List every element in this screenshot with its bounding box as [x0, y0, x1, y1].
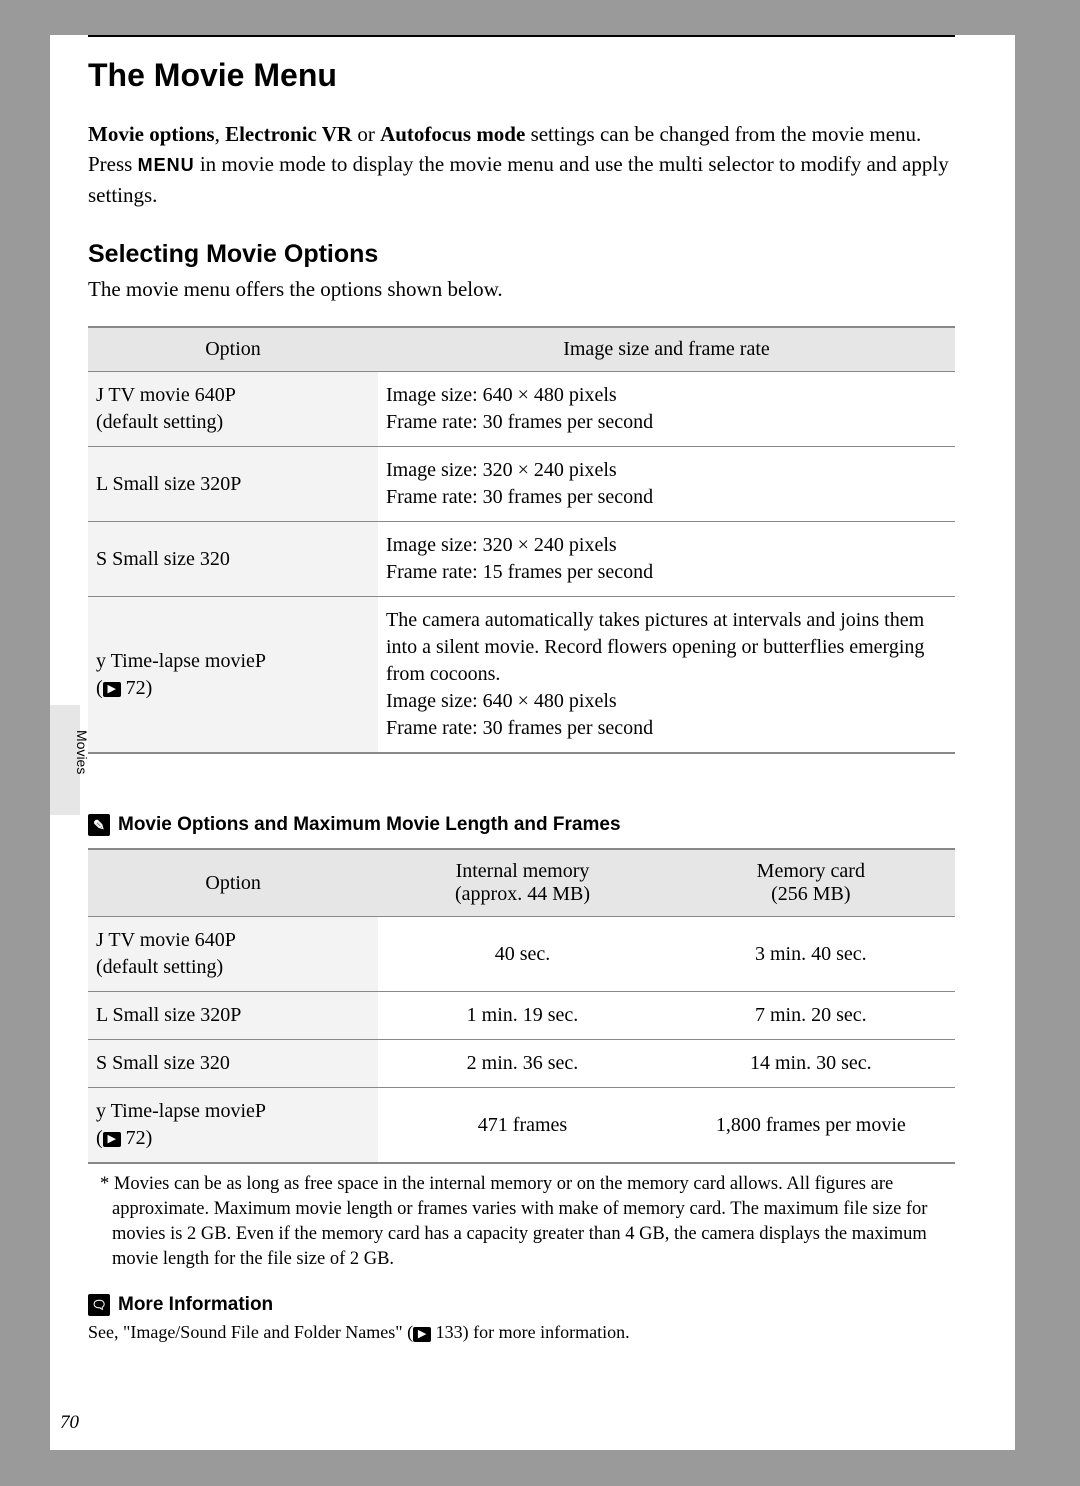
more-info-heading-text: More Information	[118, 1294, 273, 1316]
options-table-1: OptionImage size and frame rateJ TV movi…	[88, 326, 955, 754]
value-cell: 7 min. 20 sec.	[667, 992, 955, 1040]
table-header: Internal memory(approx. 44 MB)	[378, 849, 666, 917]
intro-rest-b: in movie mode to display the movie menu …	[88, 152, 949, 206]
table-row: J TV movie 640P(default setting)40 sec.3…	[88, 917, 955, 992]
intro-sep1: ,	[215, 122, 226, 146]
more-info-b: ) for more information.	[463, 1322, 630, 1342]
side-label: Movies	[74, 730, 90, 774]
table-row: S Small size 320Image size: 320 × 240 pi…	[88, 522, 955, 597]
intro-paragraph: Movie options, Electronic VR or Autofocu…	[88, 119, 955, 210]
value-cell: 1,800 frames per movie	[667, 1088, 955, 1164]
value-cell: 1 min. 19 sec.	[378, 992, 666, 1040]
desc-cell: Image size: 640 × 480 pixelsFrame rate: …	[378, 372, 955, 447]
intro-bold-2: Electronic VR	[225, 122, 352, 146]
value-cell: 2 min. 36 sec.	[378, 1040, 666, 1088]
ref-icon: ▶	[413, 1327, 431, 1342]
header-rule	[88, 35, 955, 57]
note-heading-text: Movie Options and Maximum Movie Length a…	[118, 814, 621, 836]
table-row: y Time-lapse movieP(▶ 72)The camera auto…	[88, 597, 955, 754]
table-header: Image size and frame rate	[378, 327, 955, 372]
footnote: * Movies can be as long as free space in…	[100, 1172, 955, 1272]
option-cell: J TV movie 640P(default setting)	[88, 917, 378, 992]
desc-cell: Image size: 320 × 240 pixelsFrame rate: …	[378, 522, 955, 597]
option-cell: J TV movie 640P(default setting)	[88, 372, 378, 447]
table-row: S Small size 3202 min. 36 sec.14 min. 30…	[88, 1040, 955, 1088]
value-cell: 471 frames	[378, 1088, 666, 1164]
option-cell: S Small size 320	[88, 1040, 378, 1088]
desc-cell: The camera automatically takes pictures …	[378, 597, 955, 754]
intro-bold-3: Autofocus mode	[380, 122, 525, 146]
more-info-ref: 133	[436, 1322, 463, 1342]
page-title: The Movie Menu	[88, 57, 955, 94]
section-subintro: The movie menu offers the options shown …	[88, 277, 955, 302]
menu-keyword: MENU	[138, 155, 195, 175]
pencil-icon: ✎	[88, 814, 110, 836]
intro-sep2: or	[352, 122, 380, 146]
option-cell: y Time-lapse movieP(▶ 72)	[88, 1088, 378, 1164]
value-cell: 3 min. 40 sec.	[667, 917, 955, 992]
options-table-2: OptionInternal memory(approx. 44 MB)Memo…	[88, 848, 955, 1164]
speech-icon: 🗨	[88, 1294, 110, 1316]
table-row: L Small size 320PImage size: 320 × 240 p…	[88, 447, 955, 522]
note-heading: ✎ Movie Options and Maximum Movie Length…	[88, 814, 955, 836]
more-info-a: See, "Image/Sound File and Folder Names"…	[88, 1322, 413, 1342]
more-info-heading: 🗨 More Information	[88, 1294, 955, 1316]
table-header: Option	[88, 327, 378, 372]
option-cell: L Small size 320P	[88, 992, 378, 1040]
intro-bold-1: Movie options	[88, 122, 215, 146]
value-cell: 40 sec.	[378, 917, 666, 992]
table-header: Memory card(256 MB)	[667, 849, 955, 917]
more-info-text: See, "Image/Sound File and Folder Names"…	[88, 1322, 955, 1343]
table-row: y Time-lapse movieP(▶ 72)471 frames1,800…	[88, 1088, 955, 1164]
section-subtitle: Selecting Movie Options	[88, 240, 955, 269]
table-row: J TV movie 640P(default setting)Image si…	[88, 372, 955, 447]
value-cell: 14 min. 30 sec.	[667, 1040, 955, 1088]
desc-cell: Image size: 320 × 240 pixelsFrame rate: …	[378, 447, 955, 522]
table-row: L Small size 320P1 min. 19 sec.7 min. 20…	[88, 992, 955, 1040]
option-cell: L Small size 320P	[88, 447, 378, 522]
option-cell: y Time-lapse movieP(▶ 72)	[88, 597, 378, 754]
page-number: 70	[60, 1412, 79, 1434]
table-header: Option	[88, 849, 378, 917]
option-cell: S Small size 320	[88, 522, 378, 597]
